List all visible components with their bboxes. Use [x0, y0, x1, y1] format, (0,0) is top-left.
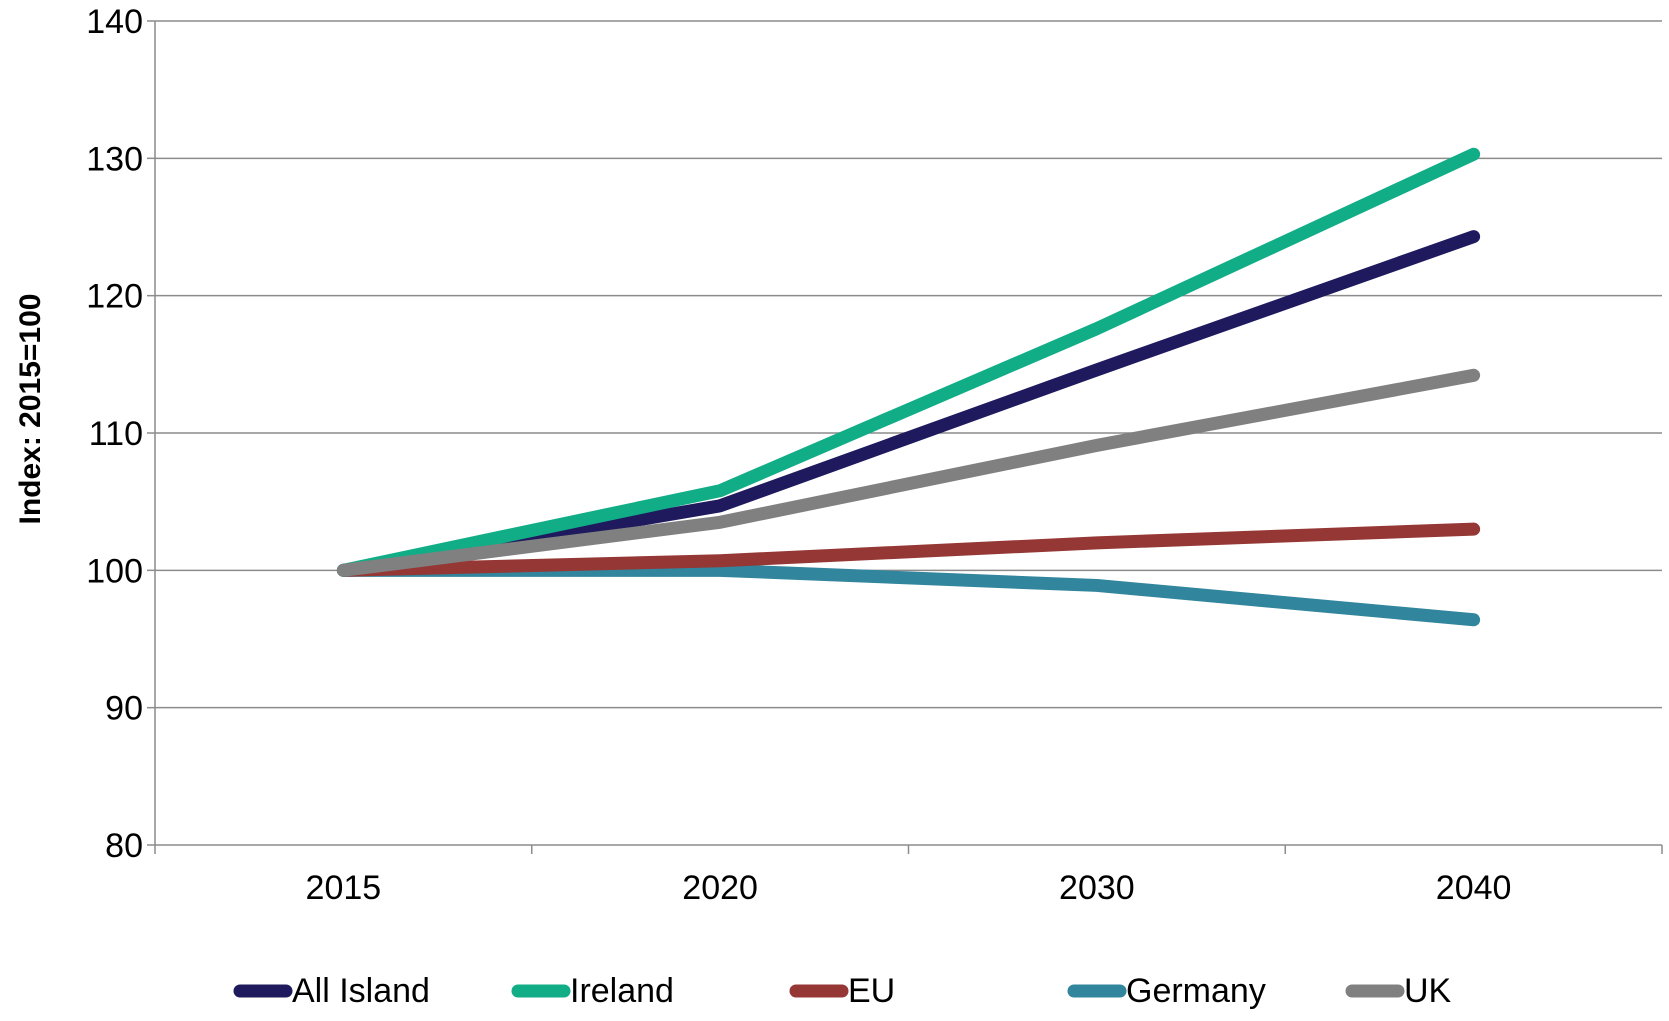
gridlines — [155, 20, 1662, 709]
legend-label: All Island — [292, 972, 430, 1010]
legend-item: EU — [789, 972, 895, 1010]
series-line-all-island — [336, 230, 1481, 577]
series-line-eu — [336, 522, 1481, 577]
x-tick-label: 2020 — [682, 869, 758, 907]
legend-label: Ireland — [570, 972, 674, 1010]
legend-label: EU — [848, 972, 895, 1010]
legend-item: All Island — [233, 972, 430, 1010]
y-tick-label: 90 — [105, 690, 143, 728]
x-tick-label: 2015 — [306, 869, 382, 907]
y-tick-label: 140 — [86, 3, 143, 41]
series-line-uk — [336, 368, 1481, 577]
y-tick-label: 80 — [105, 827, 143, 865]
legend: All Island Ireland EU Germany UK — [233, 972, 1452, 1010]
y-axis-title: Index: 2015=100 — [14, 294, 47, 525]
x-tick-label: 2030 — [1059, 869, 1135, 907]
legend-item: Ireland — [511, 972, 674, 1010]
series-line-ireland — [336, 147, 1481, 577]
axes: 80 90 100 110 120 130 140 2015 2020 2030 2040 — [86, 3, 1663, 907]
y-tick-label: 100 — [86, 552, 143, 590]
series-line-germany — [336, 563, 1481, 627]
legend-item: Germany — [1067, 972, 1266, 1010]
legend-label: UK — [1404, 972, 1452, 1010]
y-tick-label: 130 — [86, 140, 143, 178]
y-tick-label: 120 — [86, 278, 143, 316]
legend-label: Germany — [1126, 972, 1266, 1010]
legend-item: UK — [1345, 972, 1452, 1010]
y-tick-label: 110 — [89, 415, 143, 453]
x-tick-label: 2040 — [1436, 869, 1512, 907]
series-lines — [336, 147, 1481, 627]
